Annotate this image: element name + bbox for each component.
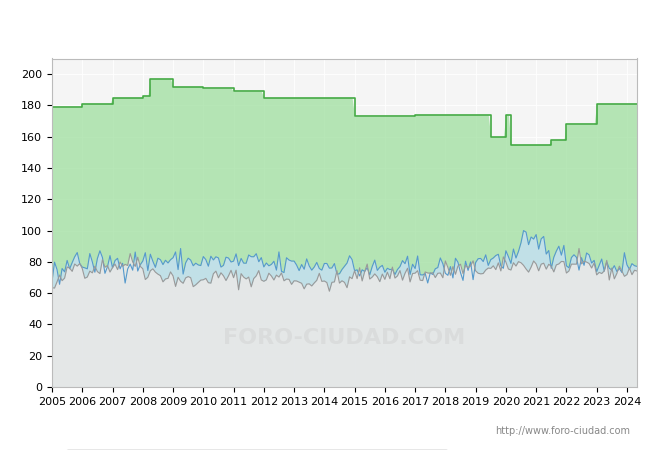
Text: FORO-CIUDAD.COM: FORO-CIUDAD.COM — [224, 328, 465, 348]
Text: Casbas de Huesca - Evolucion de la poblacion en edad de Trabajar Mayo de 2024: Casbas de Huesca - Evolucion de la pobla… — [14, 19, 636, 35]
Text: http://www.foro-ciudad.com: http://www.foro-ciudad.com — [495, 427, 630, 436]
